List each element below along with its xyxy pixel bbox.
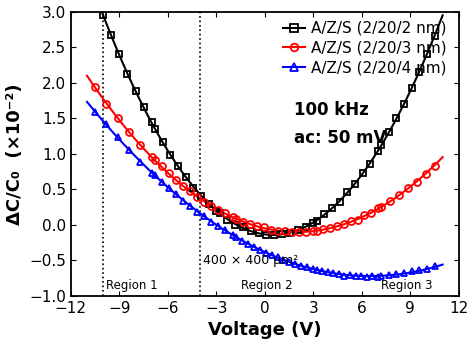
Text: Region 2: Region 2 [241,279,292,292]
Text: Region 3: Region 3 [381,279,433,292]
X-axis label: Voltage (V): Voltage (V) [208,322,321,339]
Text: 400 × 400 μm²: 400 × 400 μm² [203,254,299,267]
Legend: A/Z/S (2/20/2 nm), A/Z/S (2/20/3 nm), A/Z/S (2/20/4 nm): A/Z/S (2/20/2 nm), A/Z/S (2/20/3 nm), A/… [279,16,451,80]
Y-axis label: ΔC/C₀  (×10⁻²): ΔC/C₀ (×10⁻²) [6,83,24,225]
Text: 100 kHz: 100 kHz [294,101,369,119]
Text: Region 1: Region 1 [106,279,158,292]
Text: ac: 50 mV: ac: 50 mV [294,129,386,147]
